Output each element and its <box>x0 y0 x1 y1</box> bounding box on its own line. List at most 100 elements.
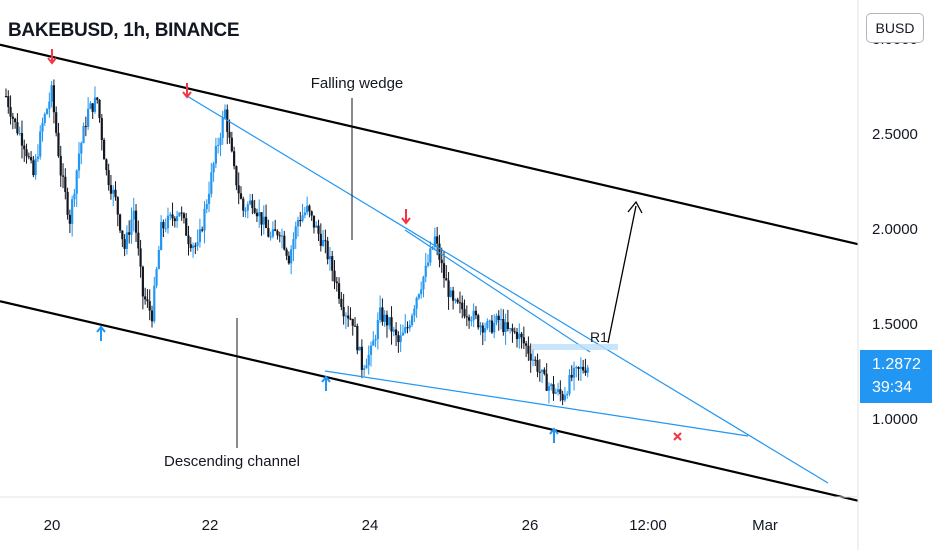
candle-body <box>326 240 329 260</box>
candle-body <box>114 189 117 198</box>
candle-body <box>219 137 222 146</box>
candle-body <box>390 317 393 332</box>
candle-body <box>185 218 188 236</box>
candle-body <box>477 315 480 328</box>
candle-body <box>415 297 418 309</box>
candle-body <box>296 220 300 227</box>
candle-body <box>233 151 236 167</box>
bar-countdown: 39:34 <box>872 379 913 396</box>
projection-arrow-line <box>607 205 637 344</box>
candle-body <box>112 189 115 194</box>
candle-body <box>502 319 505 333</box>
candle-body <box>493 322 496 333</box>
candle-body <box>66 191 69 215</box>
candle-body <box>73 193 76 200</box>
candle-body <box>166 215 170 229</box>
candle-body <box>360 346 363 370</box>
currency-button[interactable]: BUSD <box>866 13 924 43</box>
x-tick-label: 26 <box>522 517 539 534</box>
candle-body <box>394 329 398 336</box>
candle-body <box>545 373 548 391</box>
candle-body <box>150 310 154 322</box>
candle-body <box>52 85 56 113</box>
candle-body <box>283 235 286 250</box>
candle-body <box>392 329 395 332</box>
candle-body <box>570 374 573 378</box>
candle-body <box>461 302 464 310</box>
candle-body <box>132 210 135 220</box>
candle-body <box>146 299 149 302</box>
r1-label: R1 <box>590 329 608 345</box>
candle-body <box>87 108 90 127</box>
candle-body <box>160 222 163 250</box>
candle-body <box>80 143 83 154</box>
buy-arrow-3-head <box>549 427 559 435</box>
candle-body <box>349 318 352 320</box>
candle-body <box>45 109 49 115</box>
candle-body <box>353 325 357 327</box>
candle-body <box>50 85 53 102</box>
candle-body <box>230 137 233 152</box>
candle-body <box>217 145 220 147</box>
candle-body <box>237 185 240 194</box>
candle-body <box>506 322 509 329</box>
candle-body <box>148 301 151 311</box>
candle-body <box>251 200 254 209</box>
candle-body <box>134 210 138 233</box>
candle-body <box>276 230 279 236</box>
candle-body <box>413 308 416 316</box>
candle-body <box>310 211 313 216</box>
candle-body <box>367 354 370 366</box>
candle-body <box>196 242 199 246</box>
candle-body <box>91 103 94 112</box>
candle-body <box>536 360 539 372</box>
candle-body <box>4 96 8 97</box>
candle-body <box>577 367 580 369</box>
candle-body <box>470 320 473 322</box>
wedge-lower-line <box>324 370 749 437</box>
candle-body <box>100 118 103 140</box>
candle-body <box>130 219 133 235</box>
candle-body <box>34 158 37 176</box>
candle-body <box>123 239 126 249</box>
candle-body <box>57 132 60 157</box>
drawings-group: R1 Falling wedge Descending channel <box>0 43 859 502</box>
candle-body <box>449 290 452 297</box>
candle-body <box>253 208 256 213</box>
candle-body <box>504 322 507 333</box>
channel-lower-line <box>0 300 859 502</box>
candle-body <box>189 244 192 249</box>
candle-body <box>242 198 245 211</box>
channel-upper-line <box>0 43 859 246</box>
x-tick-label: Mar <box>752 517 778 534</box>
candle-body <box>162 222 165 229</box>
candle-body <box>479 325 482 328</box>
candle-body <box>191 245 195 249</box>
candle-body <box>93 97 97 112</box>
candle-body <box>433 236 436 247</box>
candle-body <box>522 337 525 344</box>
candle-body <box>438 243 441 260</box>
candle-body <box>376 320 379 340</box>
candle-body <box>319 233 322 246</box>
candle-body <box>137 232 140 249</box>
candle-body <box>7 96 10 108</box>
candle-body <box>23 145 26 150</box>
candle-body <box>333 270 336 282</box>
candle-body <box>182 213 186 219</box>
sell-arrow-1-head <box>47 57 57 65</box>
buy-arrow-2-head <box>321 375 331 383</box>
candle-body <box>566 393 569 396</box>
candle-body <box>445 278 448 281</box>
candle-body <box>331 256 334 271</box>
candle-body <box>96 97 99 100</box>
candle-body <box>248 200 252 205</box>
candle-body <box>458 302 462 304</box>
candle-body <box>399 335 402 343</box>
candle-body <box>267 227 270 237</box>
candle-body <box>98 99 101 119</box>
candle-body <box>543 369 546 374</box>
candle-body <box>82 126 85 144</box>
